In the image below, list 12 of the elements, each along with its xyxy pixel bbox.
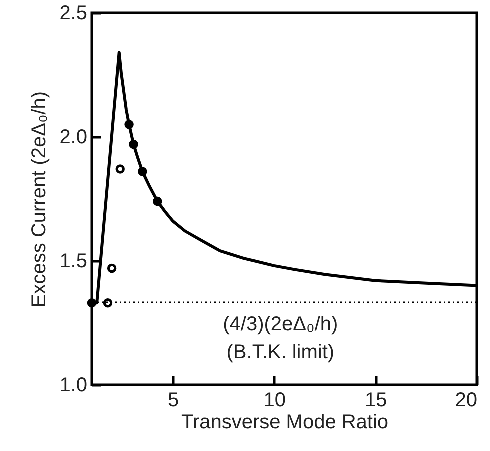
y-tick-label: 2.0 <box>60 126 88 148</box>
x-axis-title: Transverse Mode Ratio <box>181 412 389 434</box>
x-tick-label: 5 <box>168 390 180 412</box>
annotation: (B.T.K. limit) <box>226 341 335 364</box>
y-tick-label: 1.0 <box>60 374 88 396</box>
x-tick-label: 10 <box>264 390 286 412</box>
y-tick-label: 1.5 <box>60 250 88 272</box>
y-axis-title: Excess Current (2eΔ₀/h) <box>28 91 51 308</box>
x-tick-label: 15 <box>365 390 388 412</box>
x-tick-label: 20 <box>455 390 478 412</box>
ref-line-label: (4/3)(2eΔ₀/h) <box>223 313 338 336</box>
y-tick-label: 2.5 <box>60 2 88 24</box>
